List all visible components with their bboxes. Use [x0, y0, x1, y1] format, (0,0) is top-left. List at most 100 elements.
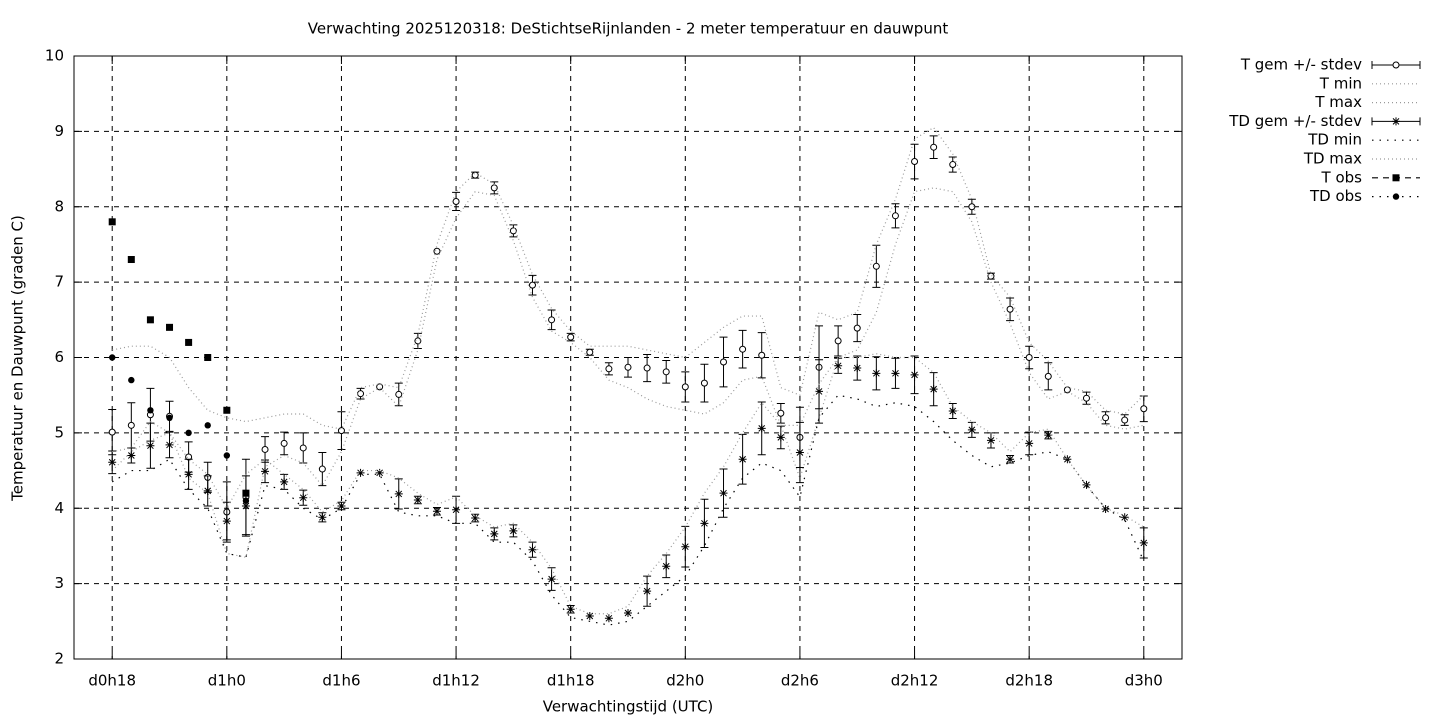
marker — [891, 369, 900, 378]
marker — [739, 345, 747, 353]
marker — [719, 489, 728, 498]
marker — [1044, 431, 1053, 440]
marker — [204, 354, 212, 361]
legend-label: T gem +/- stdev — [1240, 56, 1362, 74]
marker — [490, 529, 499, 538]
marker — [1082, 480, 1091, 489]
marker — [891, 212, 899, 220]
marker — [624, 609, 632, 618]
marker — [949, 161, 957, 169]
marker — [872, 369, 881, 378]
marker — [911, 158, 919, 166]
x-tick-label: d2h12 — [891, 672, 939, 690]
legend-label: T min — [1319, 74, 1362, 92]
marker — [1025, 354, 1033, 361]
legend-label: TD obs — [1309, 187, 1362, 205]
marker — [127, 421, 135, 429]
legend-label: T obs — [1321, 168, 1363, 186]
marker — [356, 468, 365, 477]
marker — [930, 143, 938, 151]
marker — [567, 333, 575, 341]
marker — [223, 452, 231, 459]
marker — [337, 427, 345, 435]
marker — [910, 370, 919, 379]
marker — [872, 262, 880, 270]
marker — [968, 203, 976, 211]
marker — [337, 501, 346, 510]
marker — [108, 458, 117, 467]
marker — [509, 526, 518, 535]
marker — [834, 337, 842, 345]
legend-label: TD min — [1307, 131, 1362, 149]
y-tick-label: 10 — [45, 47, 64, 65]
legend-label: T max — [1314, 93, 1362, 111]
y-tick-label: 2 — [54, 650, 64, 668]
legend-label: TD max — [1303, 150, 1362, 168]
marker — [109, 354, 116, 361]
marker — [548, 316, 556, 324]
marker — [204, 422, 211, 429]
marker — [566, 605, 575, 614]
marker — [242, 489, 250, 497]
legend-marker — [1392, 61, 1400, 69]
marker — [127, 256, 135, 264]
y-axis-label: Temperatuur en Dauwpunt (graden C) — [9, 215, 27, 502]
marker — [1120, 513, 1129, 522]
marker — [776, 433, 785, 442]
marker — [108, 218, 116, 226]
marker — [643, 364, 651, 372]
marker — [585, 612, 594, 621]
marker — [1063, 386, 1071, 394]
marker — [413, 495, 422, 504]
marker — [948, 407, 957, 416]
marker — [1102, 414, 1110, 422]
marker — [853, 324, 861, 332]
marker — [433, 247, 441, 255]
marker — [146, 316, 154, 324]
marker — [147, 407, 154, 414]
marker — [720, 358, 728, 366]
plot-frame — [73, 55, 1183, 660]
legend-marker — [1392, 193, 1400, 200]
marker — [299, 444, 307, 452]
marker — [128, 376, 135, 384]
y-tick-label: 4 — [54, 499, 64, 517]
marker — [681, 542, 690, 551]
marker — [203, 486, 212, 495]
marker — [108, 428, 116, 436]
marker — [261, 467, 270, 476]
marker — [929, 385, 938, 394]
marker — [242, 497, 250, 504]
marker — [471, 171, 479, 179]
marker — [261, 445, 269, 453]
marker — [1101, 505, 1110, 514]
marker — [528, 281, 536, 289]
marker — [528, 545, 537, 554]
marker — [318, 465, 326, 473]
legend-label: TD gem +/- stdev — [1228, 112, 1362, 130]
x-tick-label: d1h0 — [208, 672, 246, 690]
marker — [738, 455, 747, 464]
marker — [1139, 538, 1148, 547]
marker — [357, 390, 365, 398]
marker — [662, 562, 671, 571]
marker — [376, 383, 384, 391]
marker — [986, 436, 995, 445]
x-tick-label: d1h12 — [432, 672, 480, 690]
marker — [605, 365, 613, 373]
marker — [1063, 455, 1072, 464]
marker — [166, 414, 173, 421]
marker — [165, 440, 174, 449]
marker — [967, 425, 976, 434]
marker — [1006, 305, 1014, 313]
y-tick-label: 7 — [54, 273, 64, 291]
marker — [414, 337, 422, 345]
marker — [146, 441, 155, 450]
marker — [624, 363, 632, 371]
marker — [700, 519, 709, 528]
legend-marker — [1392, 174, 1400, 182]
marker — [185, 338, 193, 346]
